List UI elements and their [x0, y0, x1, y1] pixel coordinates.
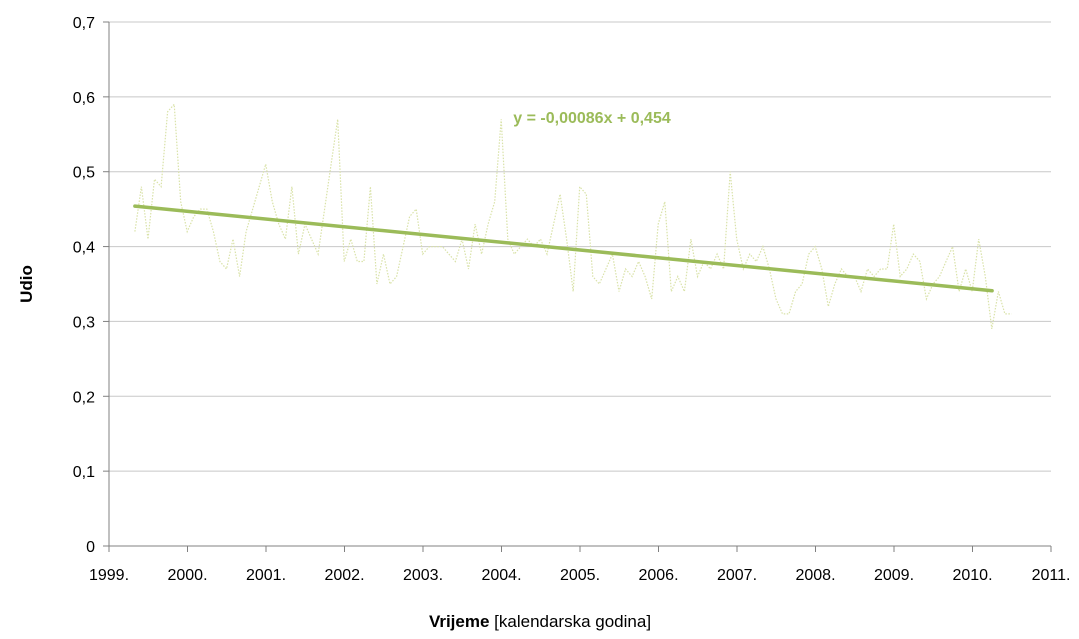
y-tick-label: 0,5 — [73, 165, 95, 182]
x-tick-label: 2010. — [952, 567, 992, 584]
x-tick-label: 2007. — [717, 567, 757, 584]
x-tick-label: 2011. — [1032, 567, 1071, 584]
x-axis-title-bold: Vrijeme — [429, 612, 490, 631]
gridlines — [109, 21, 1051, 472]
y-axis-title: Udio — [17, 265, 36, 303]
data-series-line — [134, 102, 1012, 330]
y-tick-label: 0,3 — [73, 314, 95, 331]
y-tick-label: 0,1 — [73, 464, 95, 481]
x-tick-label: 2009. — [874, 567, 914, 584]
x-tick-label: 2003. — [403, 567, 443, 584]
x-tick-labels: 1999. 2000. 2001. 2002. 2003. 2004. 2005. 2006.… — [89, 567, 1070, 584]
axes — [103, 21, 1052, 552]
y-tick-label: 0 — [86, 539, 95, 556]
x-tick-label: 2004. — [481, 567, 521, 584]
x-tick-label: 2008. — [795, 567, 835, 584]
series-group — [133, 102, 1012, 330]
x-tick-label: 2006. — [638, 567, 678, 584]
x-axis-title: Vrijeme [kalendarska godina] — [429, 612, 651, 631]
y-tick-label: 0,6 — [73, 90, 95, 107]
x-tick-label: 2002. — [324, 567, 364, 584]
trendline-equation: y = -0,00086x + 0,454 — [513, 110, 671, 127]
x-tick-label: 1999. — [89, 567, 129, 584]
trendline — [133, 204, 994, 293]
y-tick-label: 0,2 — [73, 389, 95, 406]
x-tick-label: 2005. — [560, 567, 600, 584]
x-tick-label: 2000. — [167, 567, 207, 584]
x-axis-title-rest: [kalendarska godina] — [489, 612, 651, 631]
y-tick-label: 0,4 — [73, 240, 95, 257]
y-tick-labels: 0 0,1 0,2 0,3 0,4 0,5 0,6 0,7 — [73, 15, 95, 556]
x-tick-label: 2001. — [246, 567, 286, 584]
y-tick-label: 0,7 — [73, 15, 95, 32]
